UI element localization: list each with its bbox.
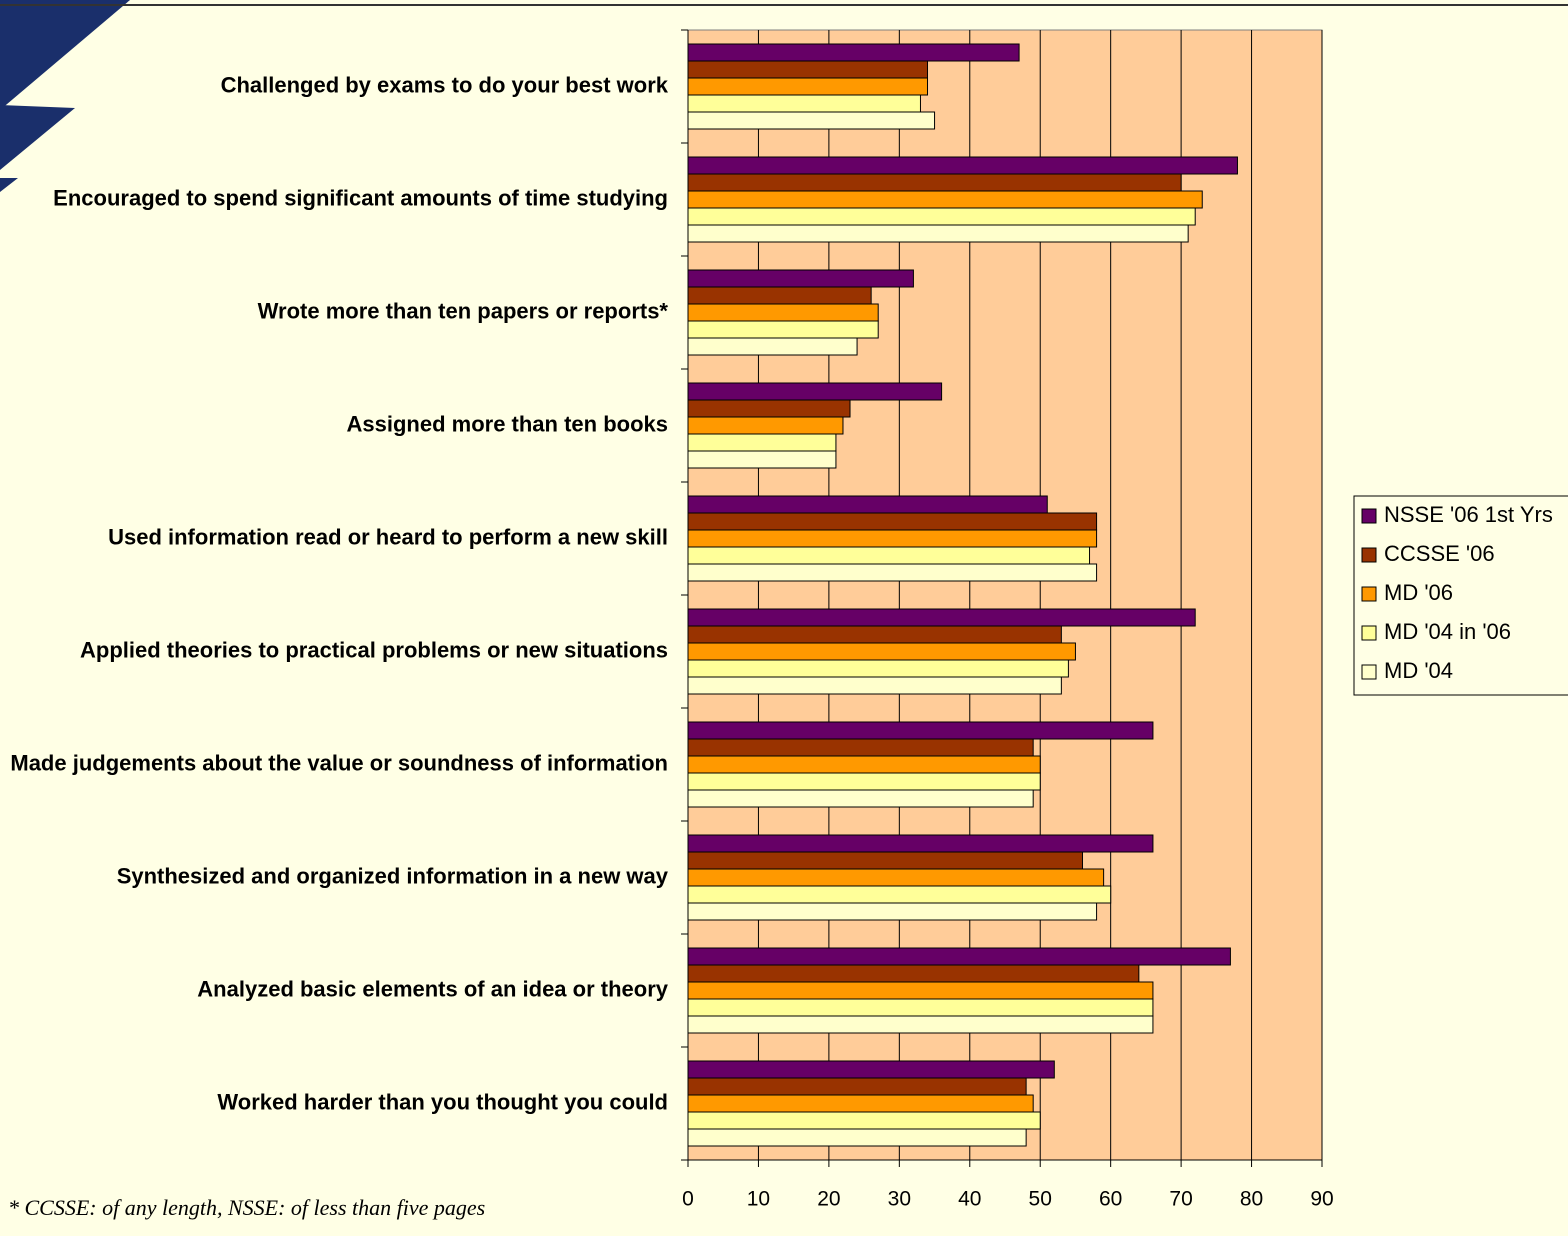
x-tick-label: 90 — [1310, 1188, 1333, 1211]
legend-swatch — [1361, 625, 1377, 641]
bar — [687, 529, 1098, 548]
bar — [687, 450, 837, 469]
bar — [687, 320, 879, 339]
bar — [687, 738, 1034, 757]
bar — [687, 659, 1069, 678]
x-tick-label: 10 — [747, 1188, 770, 1211]
legend-box — [1353, 495, 1568, 696]
bar — [687, 173, 1182, 192]
bar — [687, 286, 872, 305]
bar — [687, 851, 1083, 870]
legend-label: NSSE '06 1st Yrs — [1384, 502, 1553, 527]
bar — [687, 495, 1048, 514]
bar — [687, 224, 1189, 243]
y-tick-label: Wrote more than ten papers or reports* — [258, 298, 669, 323]
bar — [687, 755, 1041, 774]
bar — [687, 1111, 1041, 1130]
bar — [687, 998, 1154, 1017]
bar — [687, 789, 1034, 808]
y-tick-label: Made judgements about the value or sound… — [10, 750, 668, 775]
x-tick-label: 40 — [958, 1188, 981, 1211]
x-tick-label: 0 — [682, 1188, 694, 1211]
bar — [687, 1094, 1034, 1113]
legend-label: MD '06 — [1384, 580, 1453, 605]
x-tick-label: 20 — [817, 1188, 840, 1211]
x-tick-label: 80 — [1240, 1188, 1263, 1211]
bar — [687, 1128, 1027, 1147]
bar — [687, 94, 921, 113]
y-tick-label: Challenged by exams to do your best work — [221, 72, 669, 97]
x-tick-label: 30 — [888, 1188, 911, 1211]
bar — [687, 868, 1105, 887]
bar — [687, 43, 1020, 62]
legend-swatch — [1361, 664, 1377, 680]
bar — [687, 642, 1076, 661]
legend-swatch — [1361, 547, 1377, 563]
x-tick-label: 70 — [1169, 1188, 1192, 1211]
bar — [687, 433, 837, 452]
decor-shape — [0, 178, 18, 192]
legend-label: MD '04 in '06 — [1384, 619, 1511, 644]
bar — [687, 676, 1062, 695]
y-tick-label: Synthesized and organized information in… — [117, 863, 669, 888]
y-tick-label: Used information read or heard to perfor… — [108, 524, 668, 549]
legend-swatch — [1361, 508, 1377, 524]
x-tick-label: 60 — [1099, 1188, 1122, 1211]
bar — [687, 60, 929, 79]
y-tick-label: Analyzed basic elements of an idea or th… — [197, 976, 668, 1001]
bar — [687, 207, 1196, 226]
bar — [687, 834, 1154, 853]
bar — [687, 337, 858, 356]
bar — [687, 625, 1062, 644]
y-tick-label: Assigned more than ten books — [347, 411, 669, 436]
y-tick-label: Worked harder than you thought you could — [217, 1089, 668, 1114]
bar — [687, 885, 1112, 904]
legend-label: CCSSE '06 — [1384, 541, 1495, 566]
bar — [687, 1015, 1154, 1034]
bar — [687, 190, 1203, 209]
x-tick-label: 50 — [1029, 1188, 1052, 1211]
decor-shape — [0, 105, 75, 170]
bar — [687, 981, 1154, 1000]
decor-shape — [0, 0, 130, 110]
bar — [687, 399, 851, 418]
bar — [687, 721, 1154, 740]
bar — [687, 964, 1140, 983]
bar — [687, 77, 929, 96]
bar — [687, 947, 1231, 966]
bar — [687, 382, 943, 401]
bar — [687, 546, 1091, 565]
bar — [687, 1077, 1027, 1096]
legend-label: MD '04 — [1384, 658, 1453, 683]
bar — [687, 303, 879, 322]
footnote: * CCSSE: of any length, NSSE: of less th… — [8, 1195, 485, 1220]
bar — [687, 563, 1098, 582]
legend-swatch — [1361, 586, 1377, 602]
bar — [687, 111, 936, 130]
bar — [687, 608, 1196, 627]
bar — [687, 1060, 1055, 1079]
bar — [687, 269, 914, 288]
y-tick-label: Encouraged to spend significant amounts … — [53, 185, 668, 210]
y-tick-label: Applied theories to practical problems o… — [80, 637, 668, 662]
bar — [687, 156, 1238, 175]
bar — [687, 512, 1098, 531]
bar — [687, 772, 1041, 791]
bar — [687, 416, 844, 435]
bar — [687, 902, 1098, 921]
